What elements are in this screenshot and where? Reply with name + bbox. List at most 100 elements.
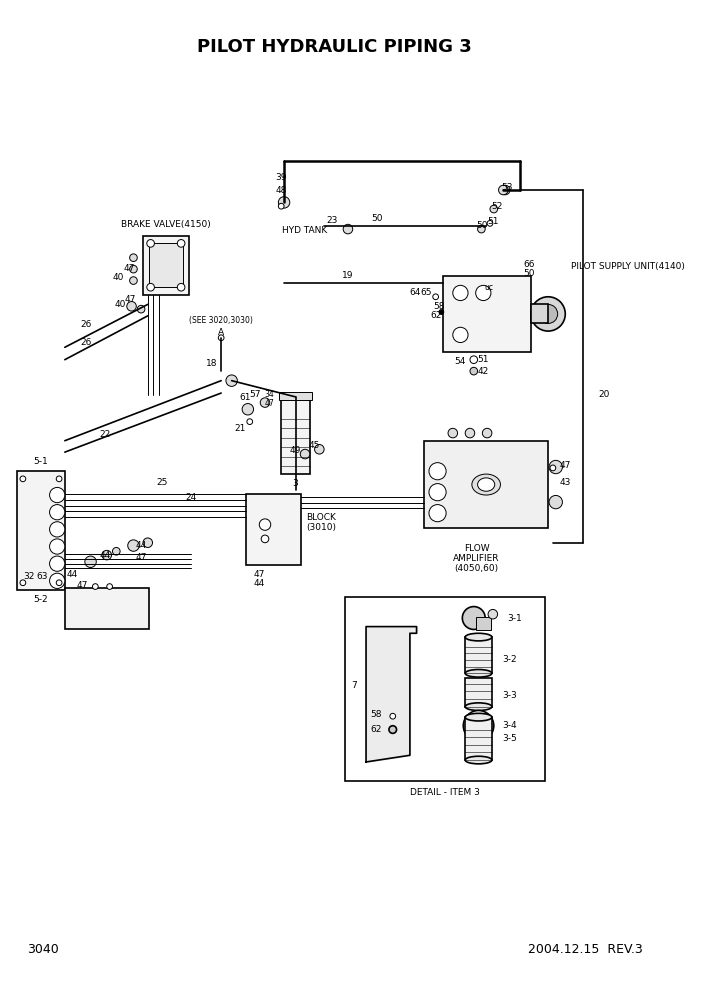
Circle shape xyxy=(279,203,284,209)
Text: 2004.12.15  REV.3: 2004.12.15 REV.3 xyxy=(528,943,642,956)
Text: BRAKE VALVE(4150): BRAKE VALVE(4150) xyxy=(121,220,211,229)
Text: 3-3: 3-3 xyxy=(503,690,517,699)
Bar xyxy=(443,276,531,352)
Circle shape xyxy=(487,220,493,226)
Circle shape xyxy=(389,726,397,733)
Circle shape xyxy=(107,583,112,589)
Circle shape xyxy=(178,240,185,247)
Bar xyxy=(246,494,301,564)
Circle shape xyxy=(448,429,458,437)
Text: DETAIL - ITEM 3: DETAIL - ITEM 3 xyxy=(410,788,480,797)
Circle shape xyxy=(498,186,508,194)
Text: 51: 51 xyxy=(477,355,489,364)
Circle shape xyxy=(50,522,65,537)
Circle shape xyxy=(531,297,565,331)
Circle shape xyxy=(260,398,270,408)
Circle shape xyxy=(490,205,498,213)
Text: 3-5: 3-5 xyxy=(503,734,517,743)
Text: 66: 66 xyxy=(523,260,535,269)
Bar xyxy=(531,305,548,323)
Bar xyxy=(17,471,65,590)
Circle shape xyxy=(429,462,446,480)
Polygon shape xyxy=(366,627,416,762)
Text: 25: 25 xyxy=(157,478,168,487)
Circle shape xyxy=(453,286,468,301)
Text: PILOT HYDRAULIC PIPING 3: PILOT HYDRAULIC PIPING 3 xyxy=(197,38,472,56)
Circle shape xyxy=(50,573,65,588)
Circle shape xyxy=(50,505,65,520)
Circle shape xyxy=(476,286,491,301)
Circle shape xyxy=(56,476,62,482)
Text: 40: 40 xyxy=(112,273,124,282)
Circle shape xyxy=(247,419,253,425)
Text: 22: 22 xyxy=(99,431,110,439)
Circle shape xyxy=(147,284,154,291)
Circle shape xyxy=(261,535,269,543)
Text: 3-4: 3-4 xyxy=(503,721,517,730)
Text: FLOW
AMPLIFIER
(4050,60): FLOW AMPLIFIER (4050,60) xyxy=(453,544,500,573)
Circle shape xyxy=(130,277,138,285)
Bar xyxy=(65,587,149,629)
Circle shape xyxy=(20,476,26,482)
Circle shape xyxy=(138,306,145,312)
Circle shape xyxy=(218,335,224,340)
Ellipse shape xyxy=(477,478,495,491)
Circle shape xyxy=(432,294,439,300)
Text: 44: 44 xyxy=(67,569,78,578)
Circle shape xyxy=(488,609,498,619)
Bar xyxy=(282,400,310,474)
Bar xyxy=(143,236,189,295)
Ellipse shape xyxy=(469,716,488,735)
Circle shape xyxy=(429,484,446,501)
Text: 45: 45 xyxy=(309,441,320,450)
Text: 39: 39 xyxy=(275,174,287,183)
Text: 40: 40 xyxy=(114,300,126,309)
Text: 53: 53 xyxy=(501,183,513,191)
Ellipse shape xyxy=(465,633,492,641)
Circle shape xyxy=(343,224,352,234)
Circle shape xyxy=(56,580,62,585)
Circle shape xyxy=(465,429,475,437)
Circle shape xyxy=(453,327,468,342)
Circle shape xyxy=(93,583,98,589)
Circle shape xyxy=(242,404,253,415)
Ellipse shape xyxy=(465,713,492,721)
Text: 61: 61 xyxy=(239,393,251,403)
Text: 20: 20 xyxy=(599,391,610,400)
Text: BLOCK
(3010): BLOCK (3010) xyxy=(306,513,336,532)
Text: 23: 23 xyxy=(326,216,338,225)
Text: 49: 49 xyxy=(290,445,301,454)
Text: 44: 44 xyxy=(99,551,110,559)
Text: 7: 7 xyxy=(351,682,357,690)
Circle shape xyxy=(482,429,492,437)
Text: 44: 44 xyxy=(253,579,265,588)
Circle shape xyxy=(300,449,310,459)
Text: 5-1: 5-1 xyxy=(34,457,48,466)
Circle shape xyxy=(550,465,556,471)
Circle shape xyxy=(178,284,185,291)
Bar xyxy=(465,679,492,706)
Circle shape xyxy=(477,225,485,233)
Bar xyxy=(149,243,183,288)
Text: 47: 47 xyxy=(77,581,88,590)
Text: 32: 32 xyxy=(23,571,34,580)
Circle shape xyxy=(112,548,120,556)
Text: 34: 34 xyxy=(265,390,274,399)
Circle shape xyxy=(20,580,26,585)
Ellipse shape xyxy=(472,474,501,495)
Text: 63: 63 xyxy=(37,571,48,580)
Text: 42: 42 xyxy=(477,367,489,376)
Circle shape xyxy=(470,367,477,375)
Circle shape xyxy=(470,356,477,363)
Circle shape xyxy=(538,305,557,323)
Circle shape xyxy=(50,487,65,503)
Text: 50: 50 xyxy=(523,270,535,279)
Bar xyxy=(345,597,545,781)
Text: 3040: 3040 xyxy=(27,943,58,956)
Circle shape xyxy=(50,557,65,571)
Text: 62: 62 xyxy=(370,725,381,734)
Text: (SEE 3020,3030): (SEE 3020,3030) xyxy=(190,316,253,325)
Text: 48: 48 xyxy=(275,186,287,194)
Circle shape xyxy=(390,713,396,719)
Text: 54: 54 xyxy=(455,357,466,366)
